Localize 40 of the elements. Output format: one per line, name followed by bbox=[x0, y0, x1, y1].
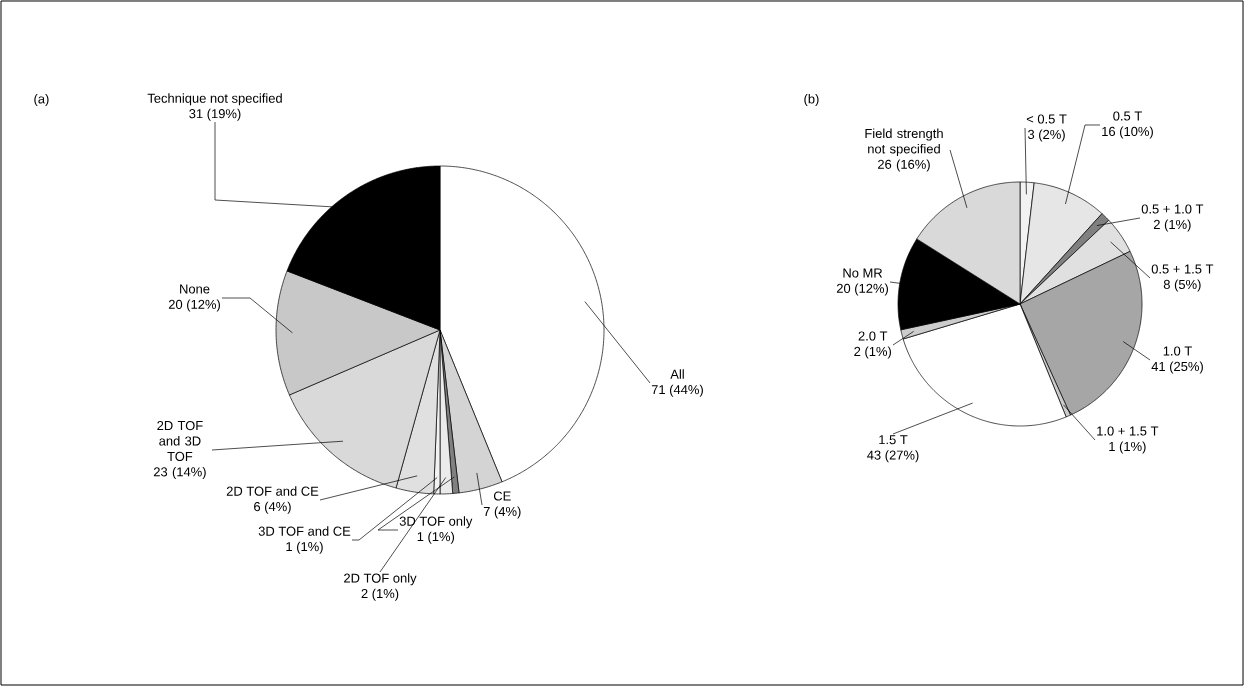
data-label: 20 (12%) bbox=[836, 283, 888, 296]
slice-label: 2D TOF and CE bbox=[226, 486, 319, 496]
slice-label: 1.0 + 1.5 T bbox=[1097, 426, 1159, 436]
data-label: 43 (27%) bbox=[867, 450, 919, 463]
slice-label: 0.5 + 1.5 T bbox=[1151, 264, 1214, 274]
chart-title: (b) bbox=[804, 93, 819, 107]
data-label: 6 (4%) bbox=[254, 501, 291, 514]
data-label: 2 (1%) bbox=[361, 588, 399, 601]
slice-label: CE bbox=[493, 491, 511, 501]
slice-label: 1.0 T bbox=[1163, 346, 1192, 356]
data-label: 1 (1%) bbox=[417, 531, 455, 544]
slice-label: 2.0 T bbox=[858, 331, 888, 341]
slice-label: 3D TOF and CE bbox=[258, 526, 351, 536]
data-label: 2 (1%) bbox=[1153, 219, 1191, 232]
data-label: 20 (12%) bbox=[168, 299, 220, 312]
data-label: 16 (10%) bbox=[1102, 126, 1153, 139]
slice-label: 1.5 T bbox=[879, 435, 908, 445]
slice-label: < 0.5 T bbox=[1026, 114, 1067, 124]
text: (a) bbox=[34, 93, 49, 107]
slice-label: 2D TOF only bbox=[344, 573, 417, 586]
data-label: 1 (1%) bbox=[1109, 441, 1146, 454]
data-label: 71 (44%) bbox=[651, 384, 703, 397]
data-label: 23 (14%) bbox=[153, 466, 206, 480]
slice-label: None bbox=[180, 284, 210, 294]
data-label: 7 (4%) bbox=[483, 506, 521, 519]
data-label: 3 (2%) bbox=[1027, 129, 1065, 142]
slice-label: 0.5 + 1.0 T bbox=[1141, 204, 1204, 214]
slice-label: 2D TOF and 3D TOF bbox=[157, 420, 203, 462]
data-label: 1 (1%) bbox=[286, 541, 323, 554]
data-label: 8 (5%) bbox=[1163, 279, 1201, 292]
slice-label: 3D TOF only bbox=[399, 516, 473, 529]
slice-label: All bbox=[670, 369, 684, 379]
slice-label: 0.5 T bbox=[1113, 111, 1142, 121]
data-label: 26 (16%) bbox=[878, 159, 930, 172]
slice-label: Technique not specified bbox=[147, 93, 282, 106]
data-label: 41 (25%) bbox=[1151, 361, 1203, 374]
slice-label: Field strength not specified bbox=[865, 128, 943, 157]
slice-label: No MR bbox=[843, 268, 883, 278]
data-label: 31 (19%) bbox=[189, 108, 241, 121]
data-label: 2 (1%) bbox=[854, 346, 891, 359]
